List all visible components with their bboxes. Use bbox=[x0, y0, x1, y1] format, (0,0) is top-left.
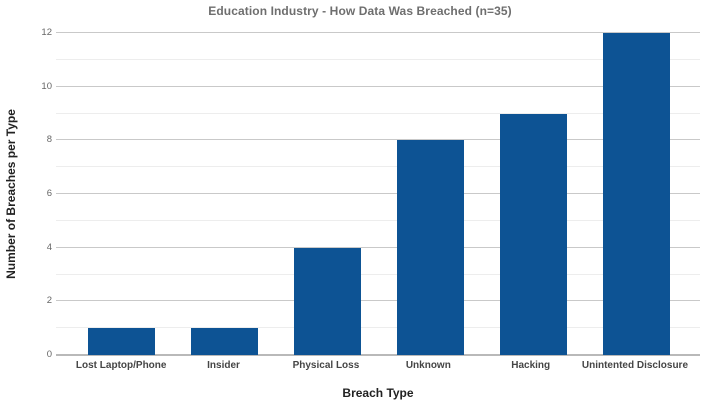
bar-hacking bbox=[500, 113, 567, 355]
gridline-1 bbox=[56, 327, 700, 329]
category-label: Hacking bbox=[511, 360, 551, 371]
category-label: Insider bbox=[207, 360, 240, 371]
y-tick-label-6: 6 bbox=[46, 188, 52, 199]
gridline-7 bbox=[56, 166, 700, 168]
gridline-10 bbox=[56, 85, 700, 87]
bar-unknown bbox=[397, 140, 464, 355]
y-tick-label-4: 4 bbox=[46, 241, 52, 253]
gridline-3 bbox=[56, 273, 700, 275]
x-axis-category-labels: Lost Laptop/Phone Insider Physical Loss Unk… bbox=[70, 360, 688, 371]
gridline-9 bbox=[56, 112, 700, 114]
bar-column bbox=[482, 33, 585, 355]
category-label: Unknown bbox=[405, 360, 451, 371]
bar-insider bbox=[191, 328, 258, 355]
bar-column bbox=[585, 33, 688, 355]
bar-column bbox=[173, 33, 276, 355]
y-tick-label-10: 10 bbox=[41, 80, 52, 92]
gridline-11 bbox=[56, 58, 700, 60]
category-label: Lost Laptop/Phone bbox=[75, 360, 167, 371]
gridline-4 bbox=[56, 246, 700, 248]
x-axis-title: Breach Type bbox=[342, 386, 414, 400]
y-tick-label-2: 2 bbox=[46, 295, 52, 307]
category-label: Unintented Disclosure bbox=[581, 360, 689, 371]
y-tick-label-0: 0 bbox=[46, 349, 52, 360]
gridline-6 bbox=[56, 193, 700, 194]
plot-area bbox=[56, 32, 700, 356]
bar-column bbox=[70, 33, 173, 355]
chart-title: Education Industry - How Data Was Breach… bbox=[208, 4, 512, 18]
gridline-12 bbox=[56, 32, 700, 33]
bars-area bbox=[70, 33, 688, 355]
bar-column bbox=[276, 33, 379, 355]
gridline-8 bbox=[56, 139, 700, 141]
bar-unintented-disclosure bbox=[603, 33, 670, 355]
y-tick-label-8: 8 bbox=[46, 134, 52, 146]
category-label: Physical Loss bbox=[292, 360, 360, 371]
y-axis-tick-labels: 0 2 4 6 8 10 12 bbox=[0, 28, 52, 360]
bar-physical-loss bbox=[294, 247, 361, 355]
y-tick-label-12: 12 bbox=[41, 27, 52, 38]
bar-lost-laptop-phone bbox=[88, 328, 155, 355]
gridline-2 bbox=[56, 300, 700, 302]
x-axis-baseline bbox=[56, 354, 700, 356]
bar-column bbox=[379, 33, 482, 355]
gridline-5 bbox=[56, 219, 700, 221]
